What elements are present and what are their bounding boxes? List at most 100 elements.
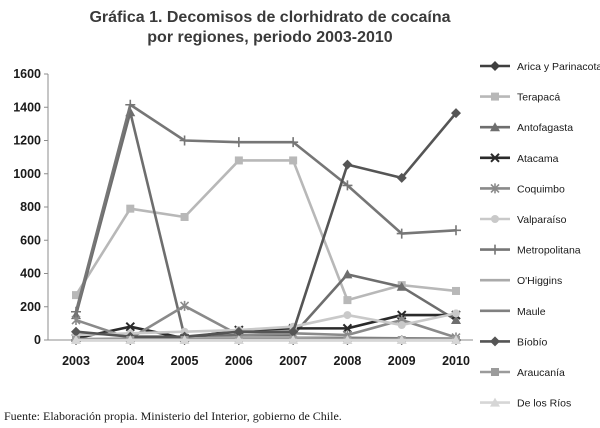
- data-point: [342, 180, 353, 191]
- data-point: [397, 321, 406, 330]
- series-6: [71, 99, 461, 317]
- data-point: [125, 99, 136, 110]
- data-point: [233, 326, 244, 337]
- data-point: [289, 156, 298, 165]
- data-point: [343, 296, 352, 305]
- data-point: [288, 137, 299, 148]
- legend: Arica y Parinacota Terapacá Antofagasta Ata…: [480, 61, 600, 410]
- legend-swatch-marker: [490, 244, 500, 255]
- legend-item: Coquimbo: [480, 183, 565, 195]
- y-tick-label: 1000: [13, 167, 41, 181]
- legend-swatch-marker: [490, 397, 500, 407]
- legend-label: Coquimbo: [517, 183, 565, 195]
- legend-item: O'Higgins: [480, 275, 562, 287]
- legend-item: Bíobío: [480, 336, 548, 348]
- legend-label: Terapacá: [517, 92, 560, 104]
- data-point: [71, 326, 81, 337]
- legend-label: Atacama: [517, 153, 559, 165]
- legend-label: Bíobío: [517, 336, 548, 348]
- data-point: [179, 335, 190, 344]
- y-tick-label: 1200: [13, 134, 41, 148]
- data-point: [71, 335, 81, 344]
- legend-label: Maule: [517, 306, 546, 318]
- legend-swatch-marker: [490, 336, 500, 347]
- legend-item: De los Ríos: [480, 397, 571, 410]
- legend-swatch-marker: [490, 61, 500, 71]
- y-tick-label: 0: [34, 333, 41, 347]
- data-point: [233, 335, 244, 344]
- legend-swatch-marker: [490, 183, 500, 194]
- x-tick-label: 2006: [225, 354, 253, 368]
- series-line: [74, 103, 457, 313]
- data-point: [452, 309, 460, 318]
- legend-swatch-marker: [491, 368, 499, 376]
- y-tick-label: 600: [20, 233, 41, 247]
- data-point: [71, 306, 81, 317]
- legend-label: O'Higgins: [517, 275, 562, 287]
- data-point: [396, 335, 407, 344]
- data-point: [342, 323, 353, 334]
- x-tick-label: 2003: [62, 354, 90, 368]
- data-point: [180, 300, 190, 311]
- series-line: [75, 112, 457, 338]
- data-point: [125, 335, 136, 344]
- series-line: [74, 110, 457, 338]
- data-point: [451, 108, 461, 119]
- data-point: [342, 159, 353, 170]
- data-point: [343, 311, 352, 320]
- data-point: [451, 225, 461, 236]
- data-point: [396, 228, 407, 239]
- data-point: [396, 281, 407, 291]
- data-point: [72, 291, 80, 300]
- data-point: [180, 212, 189, 221]
- chart-source: Fuente: Elaboración propia. Ministerio d…: [4, 409, 342, 423]
- x-tick-label: 2007: [279, 354, 307, 368]
- legend-swatch-marker: [491, 92, 499, 101]
- legend-label: De los Ríos: [517, 398, 571, 410]
- data-point: [342, 335, 353, 344]
- legend-item: Arica y Parinacota: [480, 61, 600, 73]
- legend-item: Araucanía: [480, 367, 565, 379]
- data-point: [234, 156, 243, 165]
- y-tick-label: 800: [20, 200, 41, 214]
- data-point: [288, 326, 299, 337]
- series-line: [75, 312, 457, 337]
- legend-item: Metropolitana: [480, 244, 581, 257]
- legend-label: Arica y Parinacota: [517, 61, 600, 73]
- x-tick-label: 2010: [442, 354, 470, 368]
- legend-swatch-marker: [491, 215, 499, 223]
- x-tick-label: 2005: [171, 354, 199, 368]
- legend-item: Atacama: [480, 153, 559, 165]
- y-tick-label: 400: [20, 267, 41, 281]
- data-point: [233, 137, 244, 148]
- legend-label: Araucanía: [517, 367, 565, 379]
- legend-item: Maule: [480, 306, 546, 318]
- x-tick-label: 2004: [116, 354, 144, 368]
- legend-swatch-marker: [490, 153, 500, 163]
- y-tick-label: 200: [20, 300, 41, 314]
- data-point: [125, 321, 135, 332]
- data-point: [179, 135, 190, 146]
- data-point: [451, 335, 461, 344]
- x-tick-label: 2008: [334, 354, 362, 368]
- legend-item: Antofagasta: [480, 122, 573, 134]
- legend-label: Metropolitana: [517, 245, 581, 257]
- data-point: [288, 335, 299, 344]
- data-point: [396, 172, 407, 183]
- legend-label: Antofagasta: [517, 122, 573, 134]
- chart-title-line-1: Gráfica 1. Decomisos de clorhidrato de c…: [89, 9, 450, 26]
- y-tick-label: 1600: [13, 67, 41, 81]
- chart-title-line-2: por regiones, periodo 2003-2010: [147, 29, 393, 46]
- series-11: [71, 335, 461, 344]
- y-tick-label: 1400: [13, 100, 41, 114]
- data-point: [126, 204, 135, 213]
- legend-item: Valparaíso: [480, 214, 567, 226]
- data-point: [452, 286, 460, 295]
- data-point: [342, 269, 353, 279]
- data-point: [451, 315, 461, 325]
- legend-label: Valparaíso: [517, 214, 567, 226]
- legend-item: Terapacá: [480, 92, 560, 104]
- legend-swatch-marker: [490, 122, 500, 132]
- series-line: [74, 159, 457, 302]
